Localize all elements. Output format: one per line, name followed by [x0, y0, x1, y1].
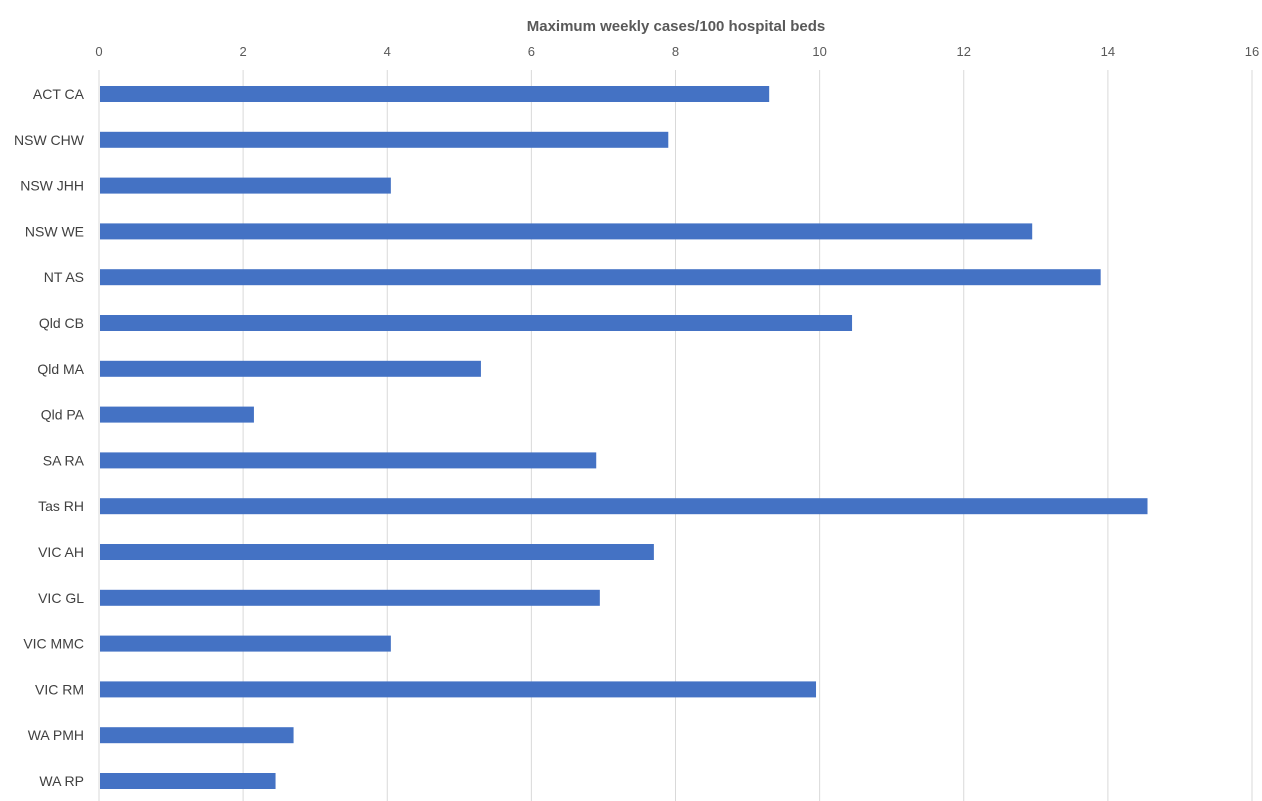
x-tick-label: 6 — [528, 44, 535, 59]
category-label: Qld CB — [39, 315, 84, 331]
bar-qld-cb — [100, 315, 853, 331]
x-tick-label: 0 — [95, 44, 102, 59]
category-label: Qld PA — [41, 407, 85, 423]
bar-vic-rm — [100, 681, 817, 698]
x-tick-label: 4 — [384, 44, 391, 59]
bar-vic-mmc — [100, 635, 391, 652]
category-label: Tas RH — [38, 498, 84, 514]
category-label: NT AS — [44, 269, 84, 285]
bar-qld-ma — [100, 360, 481, 377]
bar-vic-gl — [100, 589, 600, 606]
bar-tas-rh — [100, 498, 1148, 515]
category-label: NSW WE — [25, 223, 84, 239]
category-label: NSW JHH — [20, 178, 84, 194]
x-tick-label: 14 — [1101, 44, 1115, 59]
bar-nsw-we — [100, 223, 1033, 240]
category-label: WA RP — [39, 773, 84, 789]
x-axis-ticks: 0 2 4 6 8 10 12 14 16 — [95, 44, 1259, 59]
category-label: Qld MA — [37, 361, 84, 377]
category-label: VIC RM — [35, 681, 84, 697]
chart-title: Maximum weekly cases/100 hospital beds — [527, 18, 825, 35]
category-label: SA RA — [43, 452, 85, 468]
x-tick-label: 8 — [672, 44, 679, 59]
category-label: NSW CHW — [14, 132, 85, 148]
category-labels: ACT CA NSW CHW NSW JHH NSW WE NT AS Qld CB Qld… — [14, 86, 85, 789]
category-label: VIC MMC — [23, 636, 84, 652]
bars — [100, 86, 1148, 789]
bar-nsw-chw — [100, 131, 669, 148]
bar-qld-pa — [100, 406, 254, 423]
x-tick-label: 2 — [240, 44, 247, 59]
bar-act-ca — [100, 86, 770, 102]
bar-vic-ah — [100, 544, 654, 560]
category-label: VIC AH — [38, 544, 84, 560]
bar-sa-ra — [100, 452, 597, 469]
category-label: WA PMH — [28, 727, 84, 743]
category-label: ACT CA — [33, 86, 85, 102]
bar-nt-as — [100, 269, 1101, 286]
category-label: VIC GL — [38, 590, 84, 606]
x-tick-label: 10 — [812, 44, 826, 59]
x-tick-label: 16 — [1245, 44, 1259, 59]
bar-nsw-jhh — [100, 177, 391, 194]
bar-wa-rp — [100, 773, 276, 789]
x-tick-label: 12 — [957, 44, 971, 59]
bar-wa-pmh — [100, 727, 294, 744]
